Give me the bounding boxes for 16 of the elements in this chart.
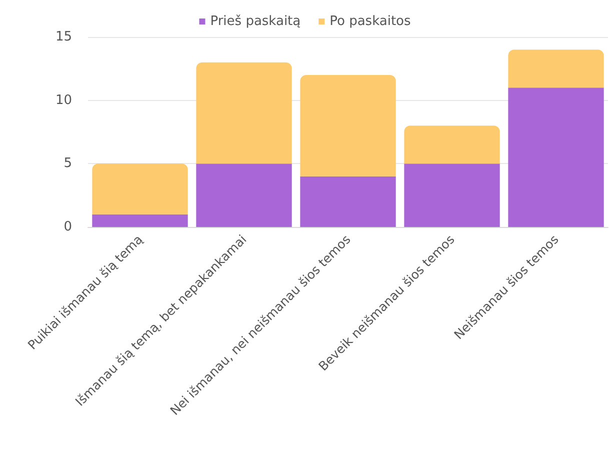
bar [92, 164, 188, 214]
bar [508, 88, 604, 227]
y-tick-label: 10 [55, 92, 72, 108]
legend-label: Prieš paskaitą [210, 14, 301, 29]
bar [508, 50, 604, 88]
bar [196, 164, 292, 227]
bar [196, 62, 292, 164]
bar [404, 126, 500, 164]
y-tick-label: 15 [55, 30, 72, 44]
bar [404, 164, 500, 227]
bar [300, 176, 396, 227]
bar [92, 214, 188, 227]
bar [300, 75, 396, 176]
y-tick-label: 0 [64, 220, 72, 234]
y-tick-label: 5 [64, 156, 72, 172]
legend-label: Po paskaitos [330, 14, 412, 29]
